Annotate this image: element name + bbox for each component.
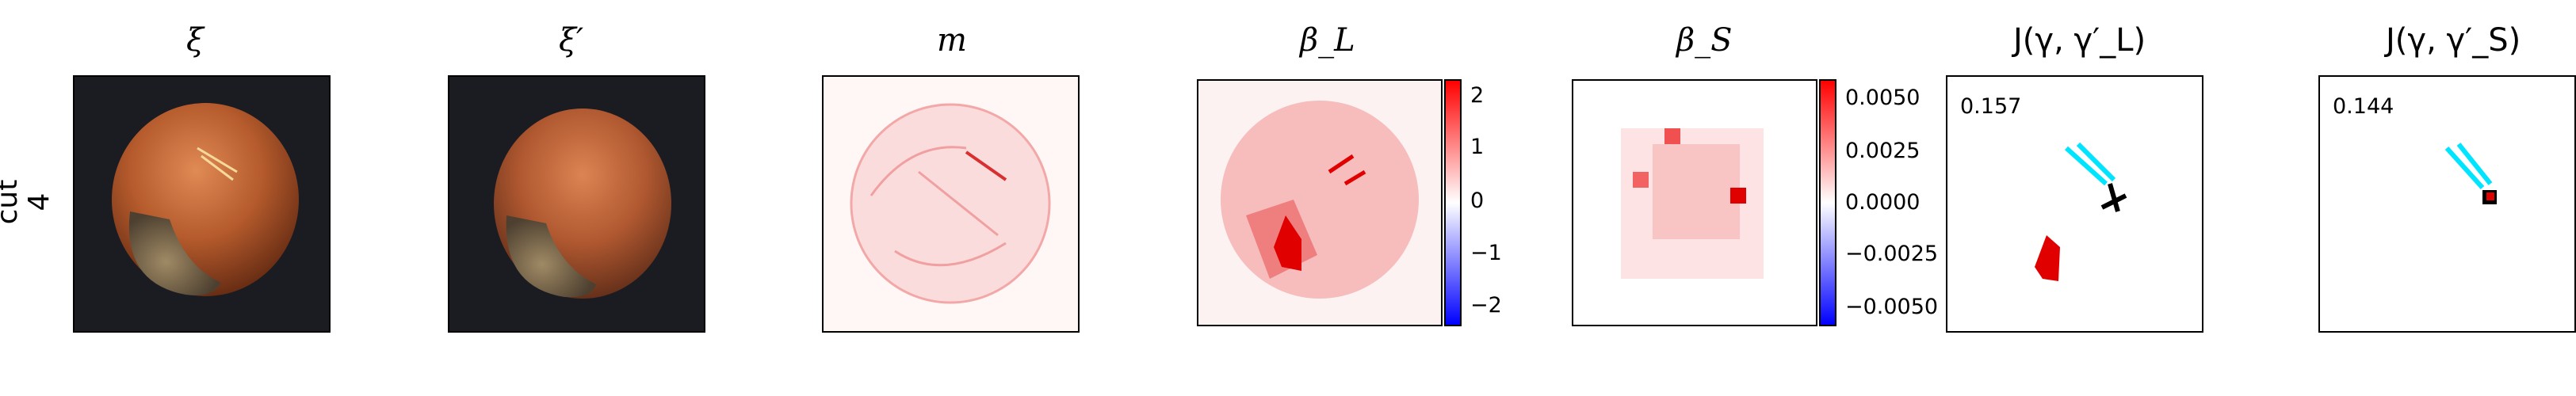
panel-title-j-s: J(γ, γ′_S) (2386, 22, 2521, 59)
beta-l-heatmap (1221, 101, 1419, 299)
panel-title-beta-l: β_L (1300, 22, 1355, 59)
panel-title-xi: ξ (186, 22, 204, 59)
panel-title-m: m (937, 22, 967, 59)
panel-title-j-l: J(γ, γ′_L) (2013, 22, 2146, 59)
row-label-line1: cut (0, 179, 24, 225)
cbar-s-tick-2: 0.0025 (1845, 139, 1921, 163)
image-xi-prime (448, 75, 705, 333)
score-j-s: 0.144 (2333, 94, 2394, 119)
row-label-line2: 4 (23, 192, 55, 211)
image-beta-s (1572, 79, 1817, 326)
cbar-l-tick-neg1: −1 (1470, 241, 1502, 265)
j-s-overlay (2444, 143, 2497, 204)
row-label: cut 4 (0, 178, 55, 226)
score-j-l: 0.157 (1960, 94, 2022, 119)
cbar-l-tick-2: 2 (1470, 83, 1485, 108)
panel-title-xi-prime: ξ′ (559, 22, 584, 59)
image-xi (73, 75, 331, 333)
cbar-s-tick-4: −0.0025 (1845, 242, 1939, 266)
hazelnut-image (112, 103, 299, 296)
image-m (822, 75, 1080, 333)
cbar-l-tick-0: 0 (1470, 188, 1485, 213)
cbar-s-tick-5: −0.0050 (1845, 295, 1939, 319)
cbar-s-tick-3: 0.0000 (1845, 190, 1921, 215)
panel-title-beta-s: β_S (1676, 22, 1733, 59)
image-beta-l (1197, 79, 1443, 326)
image-j-l: 0.157 (1946, 75, 2203, 333)
beta-s-heatmap (1621, 128, 1764, 279)
image-j-s: 0.144 (2318, 75, 2576, 333)
j-l-overlay (2035, 142, 2127, 281)
colorbar-beta-s (1819, 79, 1836, 326)
mask-heatmap (850, 103, 1051, 304)
hazelnut-image-prime (494, 109, 671, 299)
cbar-l-tick-neg2: −2 (1470, 293, 1502, 318)
cbar-s-tick-1: 0.0050 (1845, 86, 1921, 110)
colorbar-beta-l (1444, 79, 1462, 326)
cbar-l-tick-1: 1 (1470, 135, 1485, 159)
